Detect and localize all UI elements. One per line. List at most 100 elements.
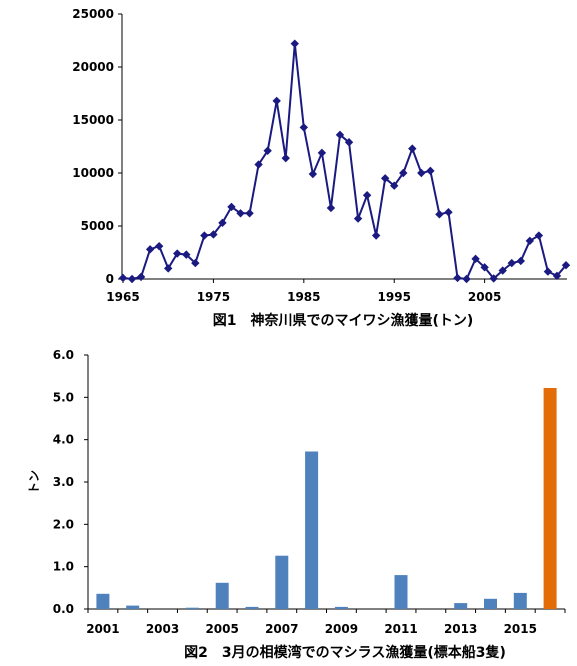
fig1-x-ticks: 1965 1975 1985 1995 2005 (106, 279, 501, 304)
fig2-y-tick-label: 4.0 (53, 433, 74, 447)
fig2-y-tick-label: 6.0 (53, 348, 74, 362)
fig1-data-point (191, 258, 200, 268)
fig1-x-tick-label: 1965 (106, 290, 139, 304)
fig1-y-tick-label: 10000 (72, 166, 114, 180)
fig2-bar-2016 (543, 388, 557, 609)
fig1-data-point (552, 271, 562, 281)
fig2-bar-2013 (454, 603, 468, 609)
fig2-y-tick-label: 2.0 (53, 517, 74, 531)
fig2-y-ticks: 0.0 1.0 2.0 3.0 4.0 5.0 6.0 (53, 348, 88, 616)
fig2-caption: 図2 3月の相模湾でのマシラス漁獲量(標本船3隻) (184, 644, 506, 661)
fig1-data-point (543, 267, 553, 276)
fig1-data-point (127, 274, 137, 284)
fig2-x-tick-label: 2015 (504, 622, 537, 636)
fig2-x-tick-label: 2009 (325, 622, 358, 636)
fig1-data-point (516, 256, 525, 266)
fig2-bar-2008 (305, 451, 319, 609)
fig1-y-tick-label: 15000 (72, 113, 114, 127)
fig1-data-point (227, 202, 236, 212)
fig1-data-point (290, 39, 299, 48)
fig2-x-tick-label: 2011 (384, 622, 417, 636)
fig2-y-axis-label: トン (27, 470, 41, 494)
fig2-bars (96, 388, 557, 609)
fig1-data-point (489, 274, 498, 283)
fig1-data-point (164, 264, 173, 273)
fig1-y-tick-label: 5000 (81, 219, 114, 233)
fig1-x-tick-label: 2005 (468, 290, 501, 304)
fig1-data-point (534, 231, 544, 240)
fig1-data-point (245, 209, 254, 218)
fig2-x-tick-label: 2001 (86, 622, 119, 636)
fig2-bar-2006 (245, 606, 259, 609)
fig2-x-tick-label: 2013 (444, 622, 477, 636)
fig2-x-tick-label: 2005 (205, 622, 238, 636)
fig2-x-tick-label: 2003 (146, 622, 179, 636)
fig1-data-point (209, 230, 218, 239)
fig1-data-point (390, 181, 399, 190)
fig1-data-point (263, 146, 272, 155)
fig2-bar-2007 (275, 555, 289, 609)
fig1-data-point (118, 273, 128, 283)
fig2-bar-2014 (484, 598, 497, 609)
fig1-data-point (335, 130, 345, 140)
fig1-data-point (353, 214, 363, 223)
fig1-y-tick-label: 0 (106, 272, 114, 286)
fig1-data-point (326, 203, 336, 213)
fig1-series-line (122, 43, 567, 281)
fig2-bar-2009 (334, 606, 348, 609)
fig1-x-tick-label: 1975 (197, 290, 230, 304)
fig1-y-tick-label: 20000 (72, 60, 114, 74)
fig1-x-tick-label: 1985 (287, 290, 320, 304)
fig1-data-point (408, 144, 417, 153)
fig2-y-tick-label: 5.0 (53, 390, 74, 404)
fig1-y-tick-label: 25000 (72, 7, 114, 21)
fig1-data-point (362, 191, 372, 200)
fig1-data-point (236, 209, 245, 218)
fig2-y-tick-label: 0.0 (53, 602, 74, 616)
fig1-data-point (218, 218, 227, 228)
fig1-data-point (272, 96, 281, 106)
fig1-data-point (136, 272, 146, 282)
fig2-bar-2015 (513, 592, 527, 609)
fig1-data-point (444, 208, 453, 217)
fig1-data-point (453, 273, 462, 283)
fig1-data-point (426, 166, 435, 176)
fig1-data-point (299, 123, 309, 132)
fig1-data-point (173, 249, 182, 258)
fig1-data-point (182, 250, 191, 259)
fig1-data-point (471, 254, 480, 264)
figure-2-bar-chart: 0.01.02.03.04.05.06.0 2001 2003 2005 2007 20… (27, 348, 566, 661)
fig2-y-tick-label: 3.0 (53, 475, 74, 489)
fig1-data-point (254, 160, 263, 169)
fig1-data-points (118, 39, 571, 284)
fig1-data-point (371, 231, 381, 240)
fig1-data-point (480, 263, 489, 272)
fig1-data-point (145, 245, 155, 254)
fig1-data-point (200, 231, 209, 240)
fig1-data-point (561, 261, 571, 270)
fig1-y-ticks: 0 5000 10000 15000 20000 25000 (72, 7, 122, 286)
fig2-bar-2011 (394, 575, 408, 609)
fig2-x-tick-label: 2007 (265, 622, 298, 636)
fig1-data-point (281, 153, 290, 163)
fig1-data-point (435, 210, 444, 219)
fig1-caption: 図1 神奈川県でのマイワシ漁獲量(トン) (213, 312, 474, 329)
fig1-data-point (380, 174, 390, 183)
fig2-y-tick-label: 1.0 (53, 560, 74, 574)
fig2-bar-2001 (96, 593, 110, 609)
fig1-data-point (308, 169, 318, 179)
fig2-bar-2004 (185, 607, 199, 609)
fig2-x-ticks: 2001 2003 2005 2007 2009 2011 2013 2015 (86, 609, 566, 636)
fig2-bar-2002 (126, 605, 140, 609)
fig1-x-tick-label: 1995 (378, 290, 411, 304)
fig2-bar-2005 (215, 582, 229, 609)
fig1-data-point (462, 274, 471, 284)
fig1-data-point (417, 168, 426, 178)
fig1-data-point (154, 241, 164, 251)
fig1-data-point (344, 138, 354, 147)
fig1-data-point (317, 148, 327, 158)
fig1-data-point (507, 258, 516, 268)
fig1-data-point (525, 236, 535, 246)
